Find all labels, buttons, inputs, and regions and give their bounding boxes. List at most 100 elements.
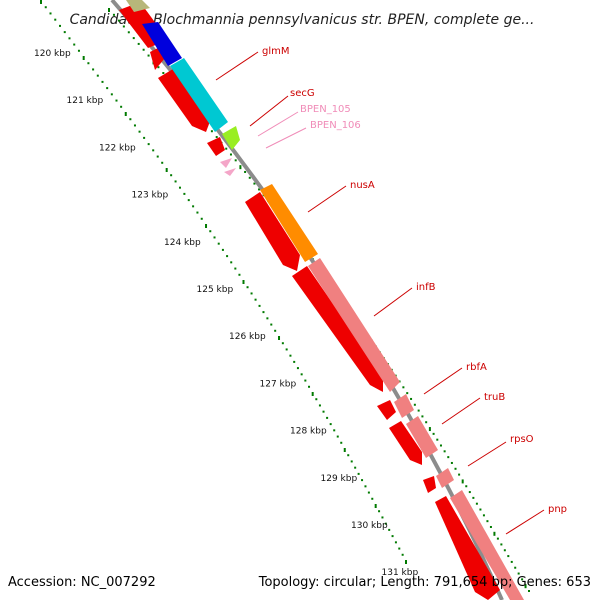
feature-cds-10 xyxy=(435,496,500,600)
ruler-tick xyxy=(266,317,269,320)
ruler-tick xyxy=(96,74,99,77)
ruler-tick xyxy=(510,560,513,563)
ruler-tick xyxy=(258,304,261,307)
ruler-tick xyxy=(108,8,110,12)
ruler-tick xyxy=(156,155,159,158)
ruler-tick xyxy=(63,31,66,34)
gene-label-leaders xyxy=(215,51,545,535)
gene-label-trub: truB xyxy=(484,392,505,403)
ruler-tick xyxy=(258,188,261,191)
ruler-tick xyxy=(248,176,251,179)
label-leader-bpen_105 xyxy=(257,111,299,137)
ruler-tick xyxy=(285,348,288,351)
ruler-tick xyxy=(406,392,409,395)
ruler-tick xyxy=(246,286,249,289)
ruler-tick xyxy=(244,170,247,173)
ruler-tick xyxy=(270,323,273,326)
ruler-tick xyxy=(209,230,212,233)
ruler-tick xyxy=(468,491,471,494)
ruler-tick xyxy=(524,584,527,589)
ruler-tick xyxy=(500,543,503,546)
ruler-tick xyxy=(110,93,113,96)
gene-label-secg: secG xyxy=(290,88,315,99)
ruler-tick xyxy=(234,159,237,162)
ruler-tick xyxy=(521,578,524,581)
ruler-tick xyxy=(428,427,431,432)
ruler-tick xyxy=(300,373,303,376)
ruler-tick xyxy=(165,168,168,172)
ruler-tick xyxy=(336,435,339,438)
ruler-label: 123 kbp xyxy=(132,191,169,201)
ruler-tick xyxy=(322,410,325,413)
ruler-tick xyxy=(281,342,284,345)
ruler-tick xyxy=(436,438,439,441)
ruler-tick xyxy=(142,48,145,51)
ruler-tick xyxy=(183,192,186,195)
ruler-tick xyxy=(127,31,130,34)
ruler-tick xyxy=(357,472,360,475)
ruler-tick xyxy=(354,466,357,469)
ruler-tick xyxy=(87,62,90,65)
feature-cds-3 xyxy=(158,66,212,132)
ruler-tick xyxy=(421,415,424,418)
feature-cog-cyan xyxy=(170,58,228,132)
ruler-tick xyxy=(254,298,257,301)
ruler-tick xyxy=(157,66,160,69)
ruler-tick xyxy=(120,105,123,108)
ruler-label: 121 kbp xyxy=(67,96,104,106)
ruler-tick xyxy=(230,261,233,264)
ruler-label: 128 kbp xyxy=(290,427,327,437)
ruler-tick xyxy=(378,510,381,513)
ruler-tick xyxy=(59,24,62,27)
ruler-tick xyxy=(82,56,85,60)
ruler-tick xyxy=(187,199,190,202)
ruler-tick xyxy=(315,398,318,401)
topology-text: Topology: circular; Length: 791,654 bp; … xyxy=(258,575,591,590)
feature-cds-5 xyxy=(245,192,300,271)
gene-label-pnp: pnp xyxy=(548,504,567,515)
ruler-tick xyxy=(318,404,321,407)
ruler-tick xyxy=(73,43,76,46)
ruler-label: 120 kbp xyxy=(34,49,71,59)
feature-rpsO xyxy=(436,468,454,488)
ruler-tick xyxy=(296,367,299,370)
ruler-tick xyxy=(528,590,530,592)
ruler-tick xyxy=(347,454,350,457)
ruler-tick xyxy=(458,473,461,476)
ruler-label: 129 kbp xyxy=(321,474,358,484)
label-leader-secg xyxy=(249,95,289,127)
ruler-tick xyxy=(161,161,164,164)
ruler-tick xyxy=(226,255,229,258)
ruler-tick xyxy=(192,205,195,208)
label-leader-rpso xyxy=(467,441,507,467)
feature-cds-4 xyxy=(207,137,225,156)
ruler-label: 122 kbp xyxy=(99,143,136,153)
ruler-tick xyxy=(68,37,71,40)
ruler-tick xyxy=(213,236,216,239)
ruler-tick xyxy=(106,87,109,90)
ruler-tick xyxy=(129,118,132,121)
feature-cog-blue xyxy=(142,22,182,66)
ruler-tick xyxy=(496,537,499,540)
ruler-tick xyxy=(293,360,296,363)
ruler-tick xyxy=(479,508,482,511)
ruler-tick xyxy=(465,485,468,488)
ruler-tick xyxy=(40,0,42,4)
gene-label-nusa: nusA xyxy=(350,180,375,191)
ruler-tick xyxy=(152,149,155,152)
ruler-label: 130 kbp xyxy=(351,521,388,531)
ruler-tick xyxy=(384,522,387,525)
ruler-label: 125 kbp xyxy=(197,285,234,295)
ruler-tick xyxy=(221,248,224,251)
ruler-tick xyxy=(371,497,374,500)
ruler-tick xyxy=(503,549,506,552)
feature-bpen106 xyxy=(224,168,236,176)
ruler-tick xyxy=(340,441,343,444)
ruler-tick xyxy=(350,460,353,463)
gene-label-rbfa: rbfA xyxy=(466,362,487,373)
ruler-label: 124 kbp xyxy=(164,238,201,248)
ruler-tick xyxy=(250,292,253,295)
ruler-tick xyxy=(517,572,520,575)
ruler-tick xyxy=(178,186,181,189)
